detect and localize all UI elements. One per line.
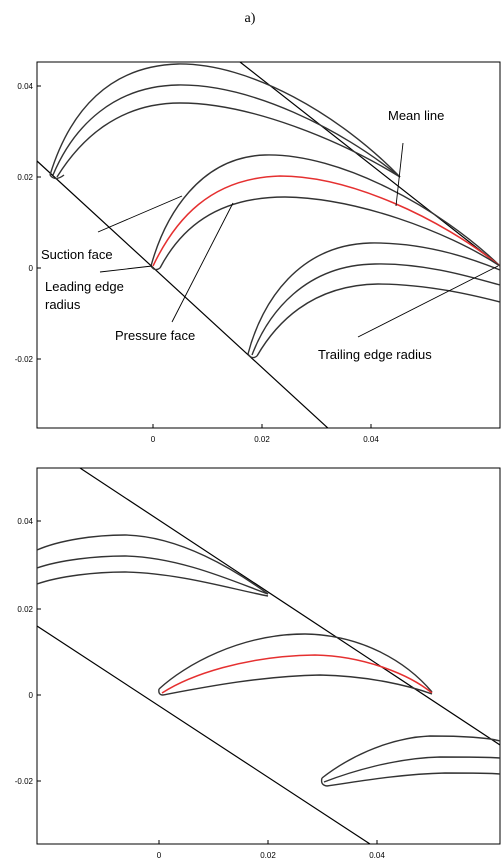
- top-plot: 0.04 0.02 0 -0.02 0 0.02 0.04: [15, 61, 501, 444]
- bottom-blade-lower: [320, 735, 500, 787]
- bottom-x-tick-label: 0.02: [260, 851, 276, 860]
- label-leading-edge: Leading edge: [45, 279, 124, 294]
- figure-caption: a): [245, 11, 256, 26]
- bottom-y-tick-label: -0.02: [15, 777, 34, 786]
- top-y-tick-label: 0: [29, 264, 34, 273]
- bottom-blade-upper: [37, 534, 269, 597]
- bottom-blade-middle: [158, 633, 433, 696]
- bottom-y-tick-label: 0: [29, 691, 34, 700]
- bottom-plot: 0.04 0.02 0 -0.02 0 0.02 0.04: [15, 467, 501, 860]
- top-x-tick-label: 0: [151, 435, 156, 444]
- top-blade-middle: [150, 154, 500, 271]
- bottom-x-tick-label: 0.04: [369, 851, 385, 860]
- top-y-axis: 0.04 0.02 0 -0.02: [15, 82, 41, 364]
- top-y-tick-label: 0.04: [17, 82, 33, 91]
- label-mean-line: Mean line: [388, 108, 444, 123]
- top-x-axis: 0 0.02 0.04: [151, 424, 379, 444]
- label-leading-edge-radius: radius: [45, 297, 81, 312]
- top-annotations: Mean line Suction face Leading edge radi…: [41, 108, 499, 362]
- top-plot-frame: [36, 61, 501, 429]
- bottom-upper-line: [79, 468, 500, 746]
- bottom-y-tick-label: 0.02: [17, 605, 33, 614]
- label-pressure-face: Pressure face: [115, 328, 195, 343]
- bottom-y-axis: 0.04 0.02 0 -0.02: [15, 517, 41, 786]
- label-trailing-edge-radius: Trailing edge radius: [318, 347, 432, 362]
- bottom-y-tick-label: 0.04: [17, 517, 33, 526]
- label-suction-face: Suction face: [41, 247, 113, 262]
- top-x-tick-label: 0.02: [254, 435, 270, 444]
- top-blade-lower: [247, 242, 500, 359]
- bottom-plot-frame: [36, 467, 501, 845]
- top-leading-edge-line: [37, 160, 329, 428]
- top-blade-upper: [49, 63, 401, 180]
- bottom-x-axis: 0 0.02 0.04: [157, 840, 385, 860]
- top-y-tick-label: 0.02: [17, 173, 33, 182]
- bottom-mean-line: [161, 654, 433, 694]
- top-x-tick-label: 0.04: [363, 435, 379, 444]
- bottom-lower-line: [37, 625, 371, 844]
- top-mean-line: [152, 175, 500, 267]
- top-trailing-edge-line: [239, 62, 500, 267]
- bottom-x-tick-label: 0: [157, 851, 162, 860]
- top-y-tick-label: -0.02: [15, 355, 34, 364]
